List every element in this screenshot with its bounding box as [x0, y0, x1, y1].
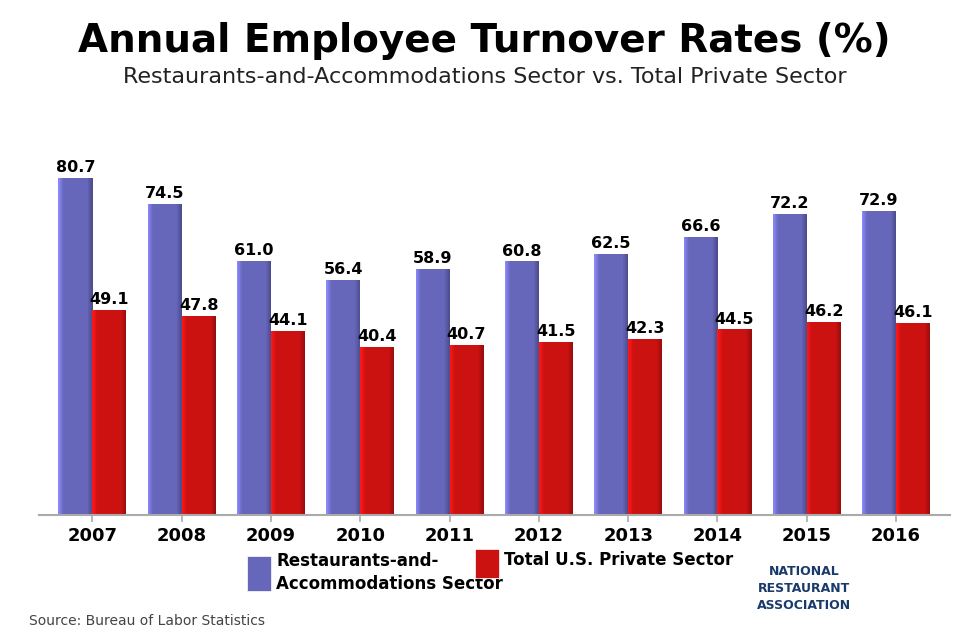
Text: 58.9: 58.9	[413, 252, 453, 266]
Text: Annual Employee Turnover Rates (%): Annual Employee Turnover Rates (%)	[78, 22, 891, 60]
Text: 40.4: 40.4	[358, 329, 397, 344]
Text: 72.9: 72.9	[860, 193, 899, 208]
Text: 72.2: 72.2	[770, 196, 809, 211]
Text: NATIONAL
RESTAURANT
ASSOCIATION: NATIONAL RESTAURANT ASSOCIATION	[757, 565, 852, 612]
Text: Total U.S. Private Sector: Total U.S. Private Sector	[504, 551, 734, 569]
Text: 49.1: 49.1	[89, 292, 129, 307]
Text: 56.4: 56.4	[324, 262, 363, 277]
Text: 46.1: 46.1	[893, 305, 933, 320]
Text: 40.7: 40.7	[447, 328, 486, 342]
Text: 44.5: 44.5	[715, 312, 754, 326]
Text: Source: Bureau of Labor Statistics: Source: Bureau of Labor Statistics	[29, 614, 266, 628]
Text: 61.0: 61.0	[234, 243, 273, 258]
Text: 41.5: 41.5	[536, 324, 576, 339]
Text: Restaurants-and-Accommodations Sector vs. Total Private Sector: Restaurants-and-Accommodations Sector vs…	[123, 67, 846, 87]
Text: 46.2: 46.2	[804, 305, 843, 319]
Text: 80.7: 80.7	[55, 161, 95, 175]
Text: Restaurants-and-
Accommodations Sector: Restaurants-and- Accommodations Sector	[276, 552, 503, 593]
Text: 47.8: 47.8	[179, 298, 218, 313]
Text: 74.5: 74.5	[145, 186, 184, 202]
Text: 44.1: 44.1	[268, 313, 307, 328]
Text: 66.6: 66.6	[681, 220, 720, 234]
Text: 60.8: 60.8	[502, 243, 542, 259]
Text: 42.3: 42.3	[625, 321, 665, 336]
Text: 62.5: 62.5	[591, 236, 631, 252]
